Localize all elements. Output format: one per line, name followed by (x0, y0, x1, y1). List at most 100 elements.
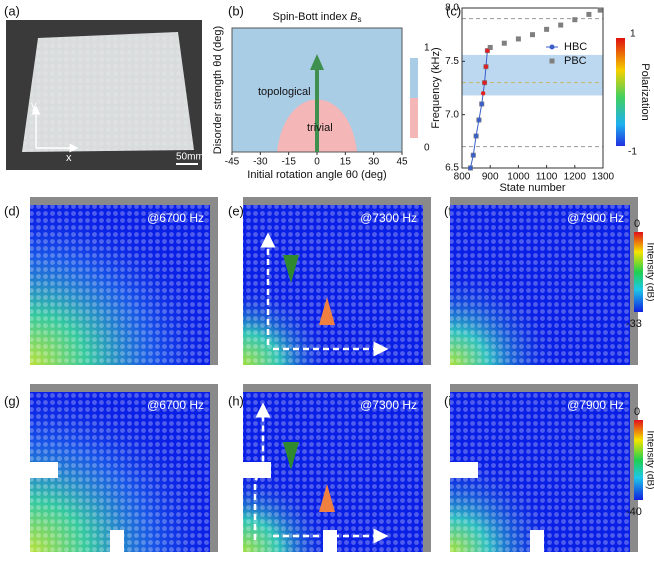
field-dots (30, 392, 210, 552)
field-dots (450, 392, 630, 552)
frequency-label: @6700 Hz (147, 211, 204, 225)
colorbar-label: 0 (424, 143, 430, 154)
pbc-point (530, 32, 535, 38)
pbc-point (487, 44, 493, 50)
colorbar-label: 0 (634, 218, 640, 230)
x-tick-label: 15 (340, 157, 352, 168)
y-tick-label: 6.5 (445, 163, 459, 174)
chart-title: Spin-Bott index Bs (273, 11, 362, 24)
x-tick-label: 800 (454, 172, 471, 183)
x-tick-label: -30 (253, 157, 268, 168)
x-tick-label: 30 (368, 157, 380, 168)
path-arrow (253, 402, 271, 540)
frequency-label: @7900 Hz (567, 211, 624, 225)
frame-right (210, 197, 218, 365)
panel-label: (c) (446, 3, 461, 18)
notch (530, 530, 544, 554)
pbc-point (544, 26, 550, 32)
frame-right (210, 384, 218, 552)
y-tick-label: 8.0 (445, 3, 459, 14)
colorbar (634, 420, 643, 500)
hbc-point (473, 133, 479, 139)
colorbar-label: 1 (424, 43, 430, 54)
photo-axis-label: y (31, 100, 37, 112)
x-axis-label: Initial rotation angle θ0 (deg) (247, 169, 386, 181)
y-axis-label: Disorder strength θd (deg) (212, 26, 224, 154)
hbc-point (482, 80, 487, 85)
spin-up (319, 484, 335, 512)
colorbar-title: Intensity (dB) (644, 243, 654, 302)
spin-up (319, 297, 335, 325)
x-tick-label: 1200 (564, 172, 587, 183)
colorbar-title: Intensity (dB) (644, 431, 654, 490)
colorbar (410, 58, 418, 98)
panel-label: (d) (4, 203, 20, 218)
frequency-label: @7300 Hz (360, 398, 417, 412)
hbc-point (476, 117, 482, 123)
notch (448, 462, 478, 478)
frequency-label: @6700 Hz (147, 398, 204, 412)
colorbar-label: -40 (626, 506, 642, 518)
hbc-point (483, 64, 489, 69)
panel-label: (g) (4, 393, 20, 408)
x-axis-label: State number (499, 182, 565, 194)
annotation: topological (258, 86, 311, 98)
hbc-point (480, 91, 486, 96)
legend-label: PBC (564, 55, 587, 67)
notch (110, 530, 124, 554)
pbc-point (501, 40, 507, 46)
arrow-head (310, 54, 324, 70)
pbc-point (558, 22, 564, 28)
scale-bar-label: 50mm (176, 152, 204, 163)
x-tick-label: -15 (281, 157, 296, 168)
spin-down (283, 442, 299, 470)
annotation: trivial (307, 122, 333, 134)
hbc-point (468, 165, 473, 171)
y-tick-label: 7.0 (445, 109, 459, 120)
colorbar-label: -1 (628, 147, 637, 158)
pbc-point (515, 36, 521, 42)
title-symbol: B (350, 11, 357, 23)
y-tick-label: 7.5 (445, 56, 459, 67)
y-axis-label: Frequency (kHz) (430, 47, 442, 128)
colorbar (616, 38, 625, 146)
field-dots (243, 205, 423, 365)
colorbar (410, 98, 418, 138)
frame-top (30, 384, 218, 392)
legend-label: HBC (564, 41, 587, 53)
spin-down (283, 255, 299, 283)
colorbar-label: -33 (626, 318, 642, 330)
field-dots (30, 205, 210, 365)
frame-top (30, 197, 218, 205)
frame-top (450, 384, 638, 392)
colorbar (634, 232, 643, 312)
hbc-point (471, 153, 476, 158)
frequency-label: @7300 Hz (360, 211, 417, 225)
pbc-point (597, 7, 603, 13)
x-tick-label: 900 (482, 172, 499, 183)
x-tick-label: 0 (314, 157, 320, 168)
frame-right (423, 197, 431, 365)
photo-axis-label: x (66, 152, 72, 164)
notch (323, 530, 337, 554)
panel-label: (a) (4, 3, 20, 18)
frame-right (423, 384, 431, 552)
frame-top (450, 197, 638, 205)
x-tick-label: 45 (396, 157, 408, 168)
x-tick-label: -45 (225, 157, 240, 168)
colorbar-label: 0 (634, 406, 640, 418)
field-dots (450, 205, 630, 365)
panel-label: (h) (228, 393, 244, 408)
legend-marker (549, 58, 555, 64)
pbc-point (572, 17, 578, 23)
pbc-point (586, 11, 592, 17)
title-sub: s (358, 15, 362, 24)
legend-marker (549, 44, 555, 50)
hbc-point (485, 48, 490, 53)
colorbar-label: 1 (630, 29, 636, 40)
panel-label: (b) (228, 3, 244, 18)
title-text: Spin-Bott index (273, 11, 351, 23)
notch (241, 462, 271, 478)
